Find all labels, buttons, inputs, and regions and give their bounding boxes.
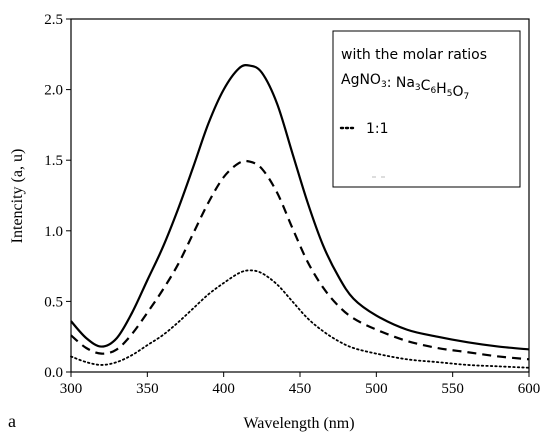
- panel-label: a: [8, 411, 16, 431]
- legend-title-line1: with the molar ratios: [341, 47, 487, 63]
- series-layer: [70, 64, 530, 369]
- y-tick-label: 0.0: [44, 365, 63, 381]
- legend-box: [332, 30, 521, 188]
- x-tick-label: 500: [365, 381, 388, 397]
- x-tick-label: 300: [60, 381, 83, 397]
- legend-entry-label: 1:1: [366, 121, 389, 137]
- y-axis-title: Intencity (a, u): [9, 149, 26, 244]
- axes-layer: 300 350 400 450 500 550 600 0.0 0.5 1.0 1.5 2.0 2.5: [44, 12, 540, 397]
- x-tick-label: 350: [136, 381, 159, 397]
- y-tick-label: 0.5: [44, 294, 63, 310]
- y-tick-label: 2.0: [44, 83, 63, 99]
- x-tick-label: 400: [212, 381, 235, 397]
- y-tick-label: 1.0: [44, 224, 63, 240]
- x-tick-label: 600: [518, 381, 541, 397]
- x-tick-label: 550: [441, 381, 464, 397]
- legend: with the molar ratios AgNO3: Na3C6H5O7 1:1: [332, 30, 521, 188]
- legend-title-line2: AgNO3: Na3C6H5O7: [341, 72, 469, 102]
- series-line-dashed: [70, 159, 530, 361]
- series-line-dotted: [70, 269, 530, 369]
- y-tick-label: 2.5: [44, 12, 63, 28]
- y-tick-label: 1.5: [44, 153, 63, 169]
- series-line-solid: [70, 64, 530, 351]
- x-tick-label: 450: [289, 381, 312, 397]
- x-axis-title: Wavelength (nm): [243, 415, 354, 432]
